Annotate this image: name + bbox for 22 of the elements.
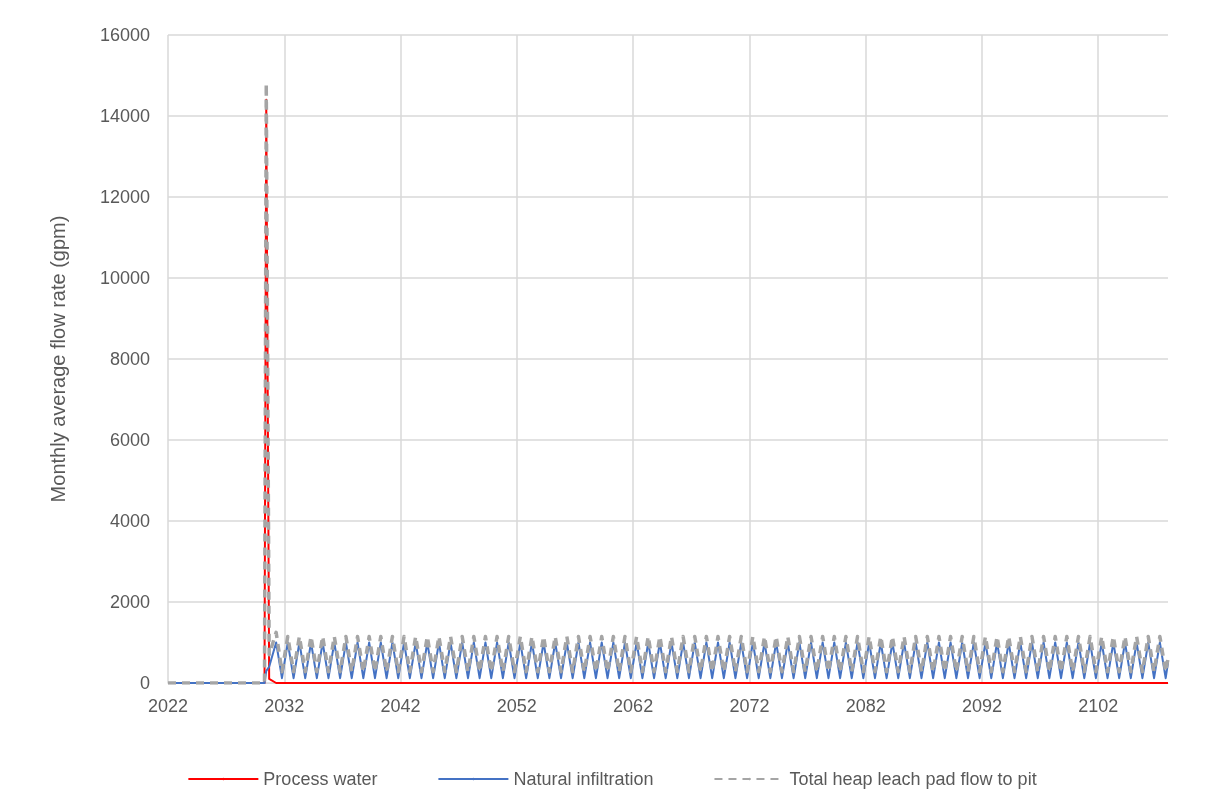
x-tick-label: 2062 [613, 696, 654, 716]
y-tick-label: 0 [139, 673, 150, 693]
legend-label: Total heap leach pad flow to pit [789, 769, 1037, 789]
x-tick-label: 2032 [264, 696, 305, 716]
x-tick-label: 2042 [380, 696, 421, 716]
y-tick-label: 8000 [109, 349, 150, 369]
x-tick-label: 2092 [961, 696, 1002, 716]
x-tick-label: 2102 [1078, 696, 1119, 716]
x-tick-label: 2072 [729, 696, 770, 716]
y-tick-label: 6000 [109, 430, 150, 450]
y-axis-title: Monthly average flow rate (gpm) [47, 215, 69, 503]
legend-label: Process water [263, 769, 378, 789]
legend-label: Natural infiltration [513, 769, 654, 789]
x-tick-label: 2082 [845, 696, 886, 716]
y-tick-label: 4000 [109, 511, 150, 531]
y-tick-label: 12000 [99, 187, 150, 207]
y-tick-label: 10000 [99, 268, 150, 288]
y-tick-label: 14000 [99, 106, 150, 126]
x-tick-label: 2022 [147, 696, 189, 716]
y-tick-label: 2000 [109, 592, 150, 612]
y-tick-label: 16000 [99, 25, 150, 45]
x-tick-label: 2052 [496, 696, 537, 716]
